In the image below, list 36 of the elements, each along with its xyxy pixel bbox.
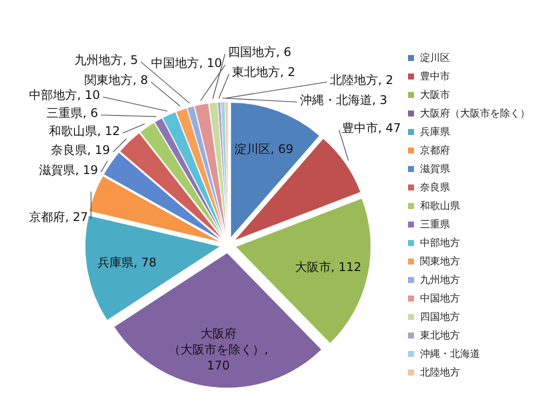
- data-label: 九州地方, 5: [74, 53, 138, 67]
- data-label: 和歌山県, 12: [49, 124, 120, 138]
- data-label: 淀川区, 69: [234, 142, 294, 156]
- legend-label: 豊中市: [420, 70, 450, 82]
- data-label: 沖縄・北海道, 3: [300, 93, 388, 107]
- data-label: 豊中市, 47: [342, 121, 401, 135]
- legend-label: 滋賀県: [420, 163, 450, 175]
- legend-label: 北陸地方: [420, 366, 460, 378]
- data-label: 三重県, 6: [46, 106, 98, 120]
- data-label: 関東地方, 8: [84, 73, 148, 87]
- legend-label: 三重県: [420, 218, 450, 230]
- legend-label: 奈良県: [420, 182, 450, 194]
- legend-label: 四国地方: [420, 311, 460, 323]
- legend-label: 淀川区: [420, 52, 450, 64]
- data-label: 中国地方, 10: [151, 56, 222, 70]
- legend-label: 兵庫県: [420, 126, 450, 138]
- data-label: 東北地方, 2: [232, 65, 296, 79]
- data-label: 中部地方, 10: [29, 88, 100, 102]
- legend-label: 九州地方: [420, 274, 460, 286]
- legend-label: 大阪市: [420, 89, 450, 101]
- data-label: 滋賀県, 19: [39, 163, 98, 177]
- legend-label: 和歌山県: [420, 200, 460, 212]
- data-label: 北陸地方, 2: [330, 73, 394, 87]
- legend-label: 東北地方: [420, 330, 460, 342]
- legend-label: 中国地方: [420, 292, 460, 304]
- data-label: 大阪府（大阪市を除く）, 170: [168, 326, 268, 372]
- legend-label: 中部地方: [420, 237, 460, 249]
- data-label: 兵庫県, 78: [98, 256, 156, 270]
- data-label: 四国地方, 6: [228, 45, 292, 59]
- data-label: 京都府, 27: [29, 210, 88, 224]
- legend-label: 京都府: [420, 144, 450, 156]
- legend-label: 沖縄・北海道: [420, 348, 480, 360]
- data-label: 奈良県, 19: [51, 143, 110, 157]
- legend-label: 大阪府（大阪市を除く）: [420, 108, 530, 120]
- legend-label: 関東地方: [420, 256, 460, 268]
- data-label: 大阪市, 112: [294, 260, 362, 274]
